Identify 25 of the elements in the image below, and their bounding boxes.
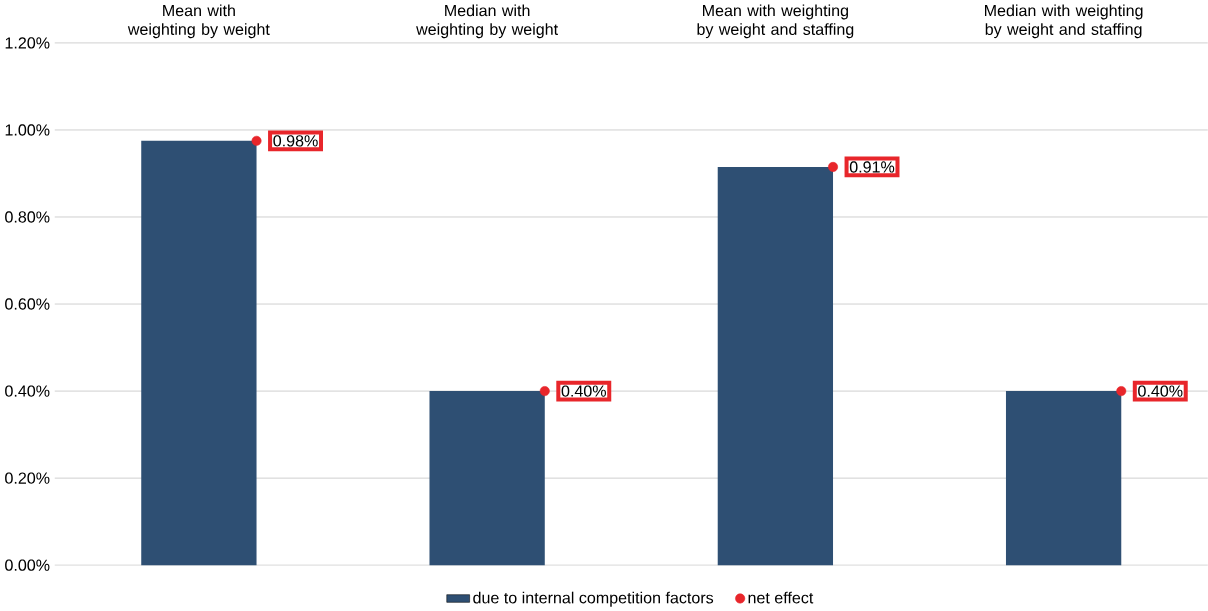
data-label: 0.40% — [561, 385, 606, 397]
data-label: 0.98% — [273, 135, 318, 147]
point — [1116, 386, 1127, 397]
bar — [429, 391, 545, 566]
y-tick-label: 0.60% — [5, 298, 50, 310]
legend-label: net effect — [748, 591, 814, 604]
y-tick-label: 1.00% — [5, 124, 50, 136]
x-tick-label: Mean with weighting by weight and staffing — [697, 4, 854, 39]
bar — [141, 140, 257, 566]
data-label: 0.91% — [849, 161, 895, 173]
y-tick-label: 0.20% — [5, 472, 50, 484]
legend-label: due to internal competition factors — [473, 591, 714, 607]
bar — [1005, 391, 1122, 566]
y-tick-label: 0.80% — [5, 211, 50, 223]
x-tick-label: Median with weighting by weight and staffing — [985, 4, 1143, 39]
y-tick-label: 1.20% — [5, 37, 50, 49]
y-tick-label: 0.40% — [5, 385, 50, 397]
x-tick-label: Mean with weighting by weight — [127, 4, 270, 39]
point — [539, 386, 550, 397]
data-label: 0.40% — [1138, 385, 1183, 397]
bar — [717, 167, 834, 566]
y-tick-label: 0.00% — [5, 559, 50, 571]
point — [251, 136, 262, 146]
x-tick-label: Median with weighting by weight — [416, 4, 558, 39]
point — [828, 162, 838, 173]
